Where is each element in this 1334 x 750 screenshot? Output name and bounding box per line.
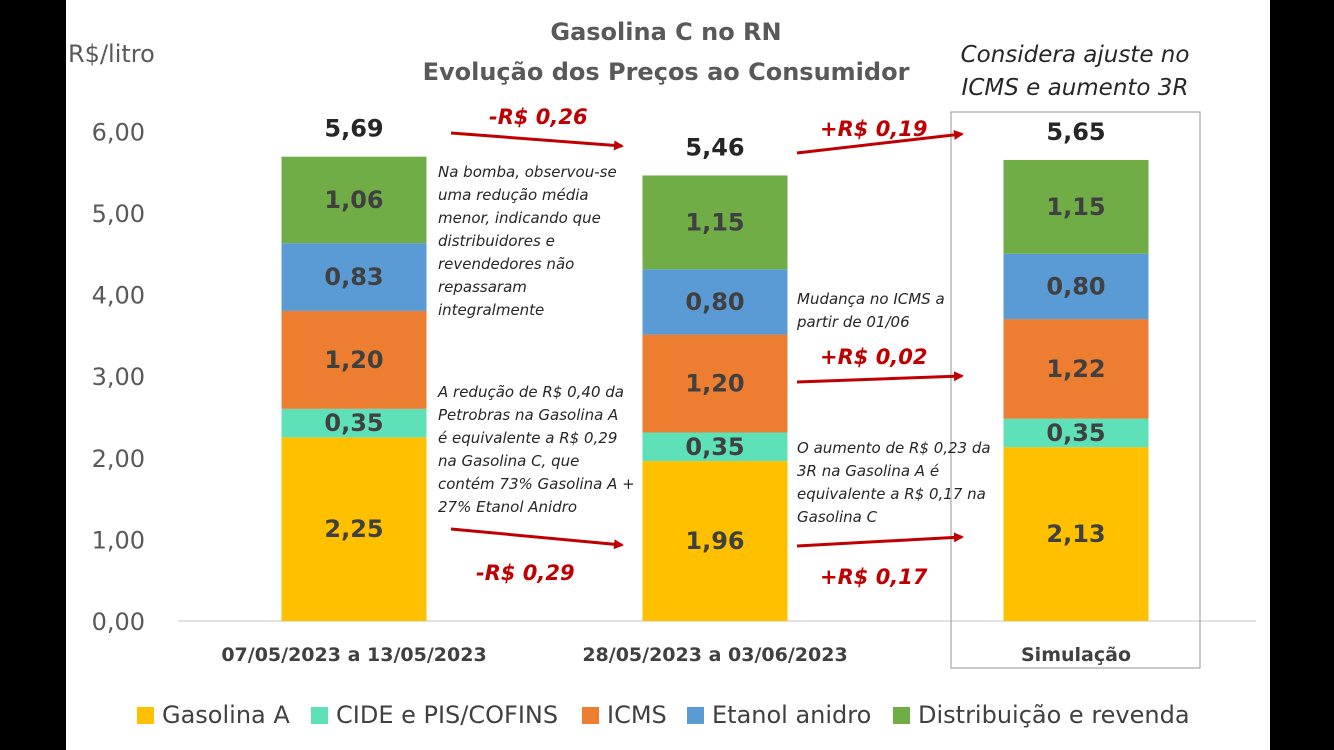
bar-total-label: 5,65 bbox=[1046, 118, 1105, 146]
legend-label: Etanol anidro bbox=[712, 701, 871, 729]
bar-segment bbox=[642, 432, 788, 462]
note-petrobras-line: A redução de R$ 0,40 da bbox=[437, 383, 624, 401]
bar-segment bbox=[642, 175, 788, 270]
delta-total-1: -R$ 0,26 bbox=[489, 105, 588, 129]
y-tick-label: 1,00 bbox=[92, 526, 145, 554]
bar-segment-label: 0,80 bbox=[1046, 272, 1105, 300]
bar-segment-label: 1,15 bbox=[1046, 193, 1105, 221]
delta-gasolina-1: -R$ 0,29 bbox=[476, 561, 575, 585]
delta-gasolina-2: +R$ 0,17 bbox=[820, 565, 928, 589]
simulation-box bbox=[950, 111, 1201, 669]
bar-segment bbox=[1003, 447, 1149, 621]
bar-total-label: 5,69 bbox=[324, 115, 383, 143]
delta-total-2: +R$ 0,19 bbox=[820, 117, 928, 141]
note-3r: O aumento de R$ 0,23 da 3R na Gasolina A… bbox=[797, 439, 991, 526]
x-axis-ticks: 07/05/2023 a 13/05/2023 28/05/2023 a 03/0… bbox=[221, 644, 1131, 666]
note-3r-line: O aumento de R$ 0,23 da bbox=[797, 439, 991, 457]
note-petrobras: A redução de R$ 0,40 da Petrobras na Gas… bbox=[437, 383, 635, 516]
bar-segment-label: 0,80 bbox=[685, 288, 744, 316]
simulation-note-line-1: Considera ajuste no bbox=[961, 42, 1190, 68]
legend: Gasolina A CIDE e PIS/COFINS ICMS Etanol an… bbox=[137, 701, 1190, 729]
note-icms-line: Mudança no ICMS a bbox=[797, 290, 945, 308]
y-tick-label: 5,00 bbox=[92, 200, 145, 228]
arrow-gasolina-down bbox=[450, 527, 624, 550]
legend-swatch bbox=[687, 707, 704, 724]
x-tick-label: 07/05/2023 a 13/05/2023 bbox=[221, 644, 486, 666]
note-icms: Mudança no ICMS a partir de 01/06 bbox=[796, 290, 945, 331]
bar-segment bbox=[642, 269, 788, 335]
y-axis-ticks: 0,00 1,00 2,00 3,00 4,00 5,00 6,00 bbox=[92, 118, 145, 636]
legend-swatch bbox=[893, 707, 910, 724]
y-axis-label: R$/litro bbox=[68, 40, 155, 68]
bar-segment bbox=[281, 408, 427, 438]
y-tick-label: 2,00 bbox=[92, 445, 145, 473]
note-bomba-line: uma redução média bbox=[438, 186, 589, 204]
note-bomba-line: revendedores não bbox=[438, 255, 574, 273]
bar-total-label: 5,46 bbox=[685, 133, 744, 161]
arrow-total-down bbox=[450, 131, 624, 151]
note-3r-line: Gasolina C bbox=[797, 508, 878, 526]
bar-segment-label: 0,35 bbox=[1046, 419, 1105, 447]
bar-segment-label: 0,35 bbox=[685, 433, 744, 461]
bar-segment-label: 0,83 bbox=[324, 263, 383, 291]
bar-segment-label: 1,96 bbox=[685, 527, 744, 555]
legend-swatch bbox=[137, 707, 154, 724]
bar-segment bbox=[1003, 418, 1149, 448]
bar-segment bbox=[281, 243, 427, 311]
bar-segment-label: 2,25 bbox=[324, 515, 383, 543]
y-tick-label: 4,00 bbox=[92, 282, 145, 310]
legend-label: Gasolina A bbox=[162, 701, 290, 729]
note-petrobras-line: 27% Etanol Anidro bbox=[438, 498, 577, 516]
note-bomba-line: repassaram bbox=[438, 278, 527, 296]
note-petrobras-line: Petrobras na Gasolina A bbox=[438, 406, 618, 424]
bar-segment bbox=[281, 437, 427, 621]
y-tick-label: 0,00 bbox=[92, 608, 145, 636]
note-bomba-line: integralmente bbox=[438, 301, 544, 319]
legend-label: ICMS bbox=[607, 701, 667, 729]
legend-swatch bbox=[582, 707, 599, 724]
note-3r-line: 3R na Gasolina A é bbox=[797, 462, 939, 480]
bar-segment bbox=[281, 310, 427, 409]
legend-label: CIDE e PIS/COFINS bbox=[336, 701, 558, 729]
note-bomba: Na bomba, observou-se uma redução média … bbox=[438, 163, 617, 319]
bar-segment-label: 2,13 bbox=[1046, 520, 1105, 548]
arrow-icms-up bbox=[796, 371, 964, 384]
note-petrobras-line: é equivalente a R$ 0,29 bbox=[438, 429, 617, 447]
bar-segment bbox=[1003, 253, 1149, 320]
bars: 2,25 0,35 1,20 0,83 1,06 5,69 1,96 0,35 1,20 0,80… bbox=[281, 115, 1149, 621]
chart-subtitle: Evolução dos Preços ao Consumidor bbox=[423, 58, 910, 86]
bar-segment bbox=[1003, 159, 1149, 254]
note-icms-line: partir de 01/06 bbox=[796, 313, 910, 331]
bar-segment-label: 1,20 bbox=[324, 346, 383, 374]
chart-title: Gasolina C no RN bbox=[550, 18, 781, 46]
arrow-total-up bbox=[796, 129, 964, 155]
bar-segment-label: 1,06 bbox=[324, 186, 383, 214]
note-bomba-line: menor, indicando que bbox=[438, 209, 601, 227]
bar-segment bbox=[642, 461, 788, 621]
y-tick-label: 6,00 bbox=[92, 118, 145, 146]
arrow-gasolina-up bbox=[796, 532, 964, 548]
y-tick-label: 3,00 bbox=[92, 363, 145, 391]
bar-segment bbox=[1003, 319, 1149, 419]
bar-segment-label: 0,35 bbox=[324, 409, 383, 437]
bar-segment-label: 1,15 bbox=[685, 208, 744, 236]
note-bomba-line: distribuidores e bbox=[438, 232, 555, 250]
bar-segment-label: 1,20 bbox=[685, 370, 744, 398]
simulation-note-line-2: ICMS e aumento 3R bbox=[962, 75, 1189, 101]
note-3r-line: equivalente a R$ 0,17 na bbox=[797, 485, 986, 503]
note-petrobras-line: na Gasolina C, que bbox=[438, 452, 579, 470]
legend-label: Distribuição e revenda bbox=[918, 701, 1190, 729]
x-tick-label: Simulação bbox=[1021, 644, 1131, 666]
note-petrobras-line: contém 73% Gasolina A + bbox=[438, 475, 635, 493]
bar-segment bbox=[281, 156, 427, 244]
bar-segment-label: 1,22 bbox=[1046, 355, 1105, 383]
delta-icms: +R$ 0,02 bbox=[820, 345, 928, 369]
bar-segment bbox=[642, 334, 788, 433]
legend-swatch bbox=[311, 707, 328, 724]
note-bomba-line: Na bomba, observou-se bbox=[438, 163, 617, 181]
x-tick-label: 28/05/2023 a 03/06/2023 bbox=[582, 644, 847, 666]
